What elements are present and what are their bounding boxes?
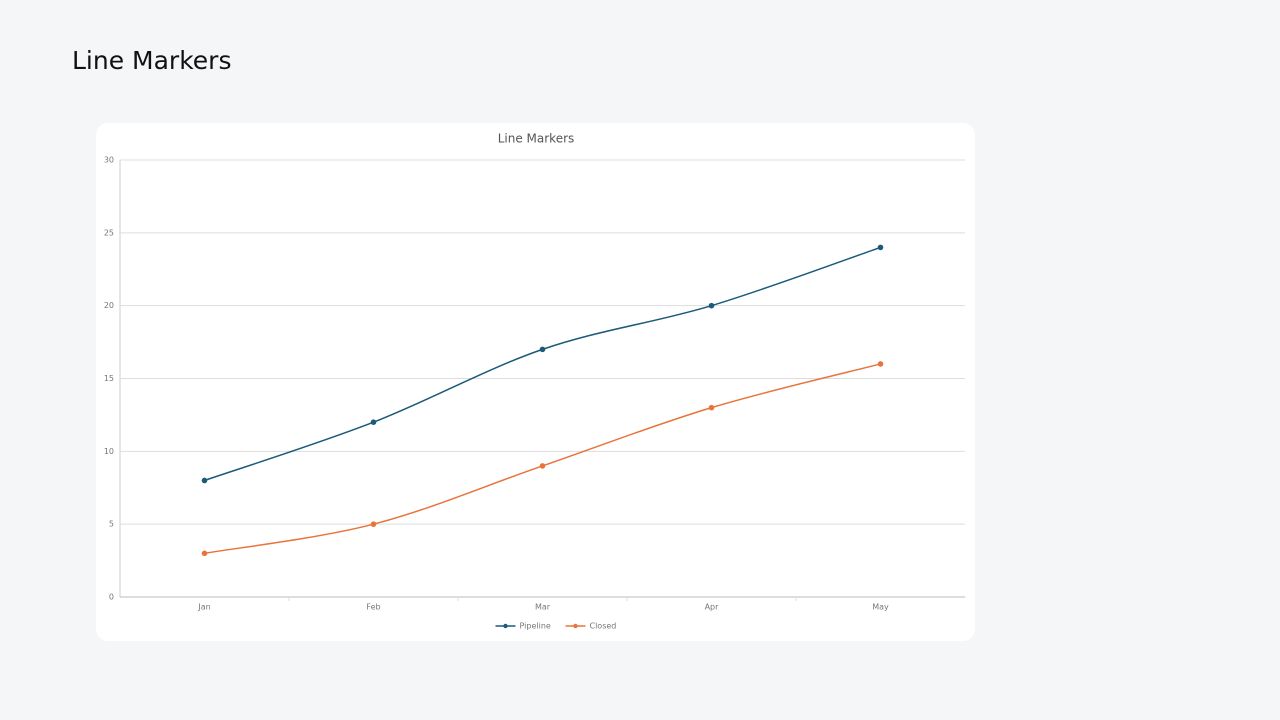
y-tick-label: 25 xyxy=(104,228,114,237)
marker xyxy=(877,361,884,367)
chart-title: Line Markers xyxy=(498,132,575,146)
marker xyxy=(370,521,377,527)
y-tick-label: 10 xyxy=(104,447,114,456)
series-line xyxy=(204,363,881,555)
legend-label: Pipeline xyxy=(520,622,551,631)
y-tick-label: 5 xyxy=(109,520,114,529)
y-tick-label: 20 xyxy=(104,301,114,310)
series-line xyxy=(204,246,881,482)
legend-marker xyxy=(503,623,508,629)
marker xyxy=(370,419,377,426)
marker xyxy=(201,550,208,557)
x-tick-label: May xyxy=(872,603,889,612)
y-tick-label: 30 xyxy=(104,156,114,165)
x-tick-label: Mar xyxy=(535,603,551,612)
legend-label: Closed xyxy=(590,622,617,631)
page-title: Line Markers xyxy=(72,46,232,75)
marker xyxy=(877,244,884,251)
marker xyxy=(708,302,715,309)
marker xyxy=(539,346,546,353)
x-tick-label: Feb xyxy=(366,603,380,612)
marker xyxy=(539,463,546,469)
legend-marker xyxy=(573,623,578,629)
marker xyxy=(201,477,208,484)
chart-card xyxy=(96,123,975,641)
marker xyxy=(708,404,715,411)
y-tick-label: 0 xyxy=(109,593,114,602)
y-tick-label: 15 xyxy=(104,374,114,383)
x-tick-label: Apr xyxy=(705,603,720,612)
x-tick-label: Jan xyxy=(197,603,210,612)
